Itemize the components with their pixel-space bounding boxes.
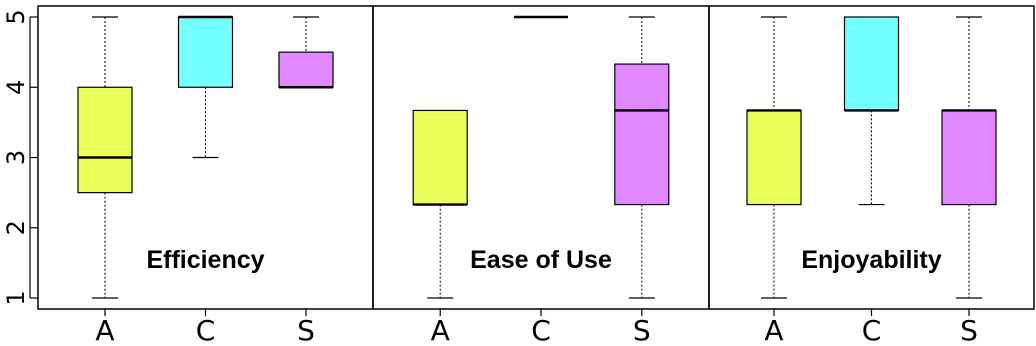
x-tick-label: S	[633, 314, 651, 346]
box-c	[177, 16, 234, 88]
x-tick-label: S	[297, 314, 315, 346]
x-tick-label: A	[95, 314, 114, 346]
box-s	[278, 51, 334, 88]
x-tick-label: A	[431, 314, 450, 346]
box-a	[77, 86, 133, 194]
x-tick-label: S	[960, 314, 978, 346]
x-tick-label: C	[531, 314, 551, 346]
x-tick-label: C	[862, 314, 882, 346]
box-s	[941, 109, 997, 206]
y-tick-label: 5	[2, 9, 30, 24]
box-a	[412, 109, 468, 206]
box-s	[614, 63, 670, 206]
y-tick-label: 2	[2, 220, 30, 235]
box-c	[843, 16, 900, 112]
box-a	[746, 109, 802, 206]
panel-title: Efficiency	[146, 246, 264, 274]
x-tick-label: C	[196, 314, 216, 346]
panel-title: Ease of Use	[470, 246, 612, 274]
y-tick-label: 4	[2, 80, 30, 95]
y-tick-label: 1	[2, 290, 30, 305]
x-tick-label: A	[764, 314, 783, 346]
y-tick-label: 3	[2, 150, 30, 165]
panel-title: Enjoyability	[801, 246, 941, 274]
